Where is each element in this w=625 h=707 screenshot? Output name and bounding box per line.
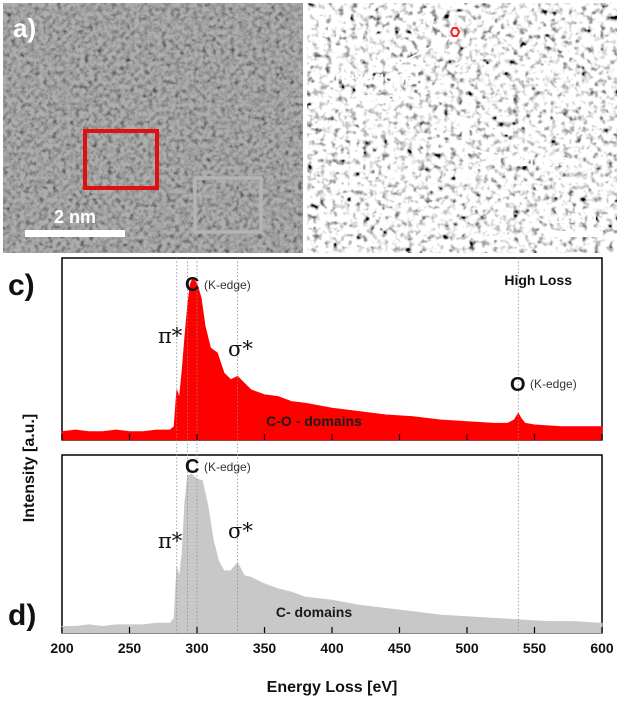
defect-arrow-3 <box>455 159 498 179</box>
y-axis-title: Intensity [a.u.] <box>21 414 38 522</box>
x-tick-label: 550 <box>523 640 547 656</box>
stem-image-a: a) 2 nm <box>3 3 303 253</box>
pi-star-label-top: π* <box>158 324 183 348</box>
sigma-star-label-bottom: σ* <box>228 519 253 543</box>
x-tick-label: 200 <box>50 640 74 656</box>
x-tick-label: 450 <box>388 640 412 656</box>
c-domains-label: C- domains <box>276 604 352 620</box>
sigma-star-label-top: σ* <box>228 337 253 361</box>
stem-image-panel-a: a) 2 nm <box>3 3 303 253</box>
hexagon-marker <box>449 27 461 37</box>
defect-arrow-1 <box>455 114 498 154</box>
defects-label: defects <box>509 151 569 170</box>
x-tick-label: 400 <box>320 640 344 656</box>
eels-spectra: 200 250 300 350 400 450 500 550 600 c) High Loss… <box>0 255 625 702</box>
panel-d-label: d) <box>8 599 36 632</box>
hrtem-image-panel-b: b) hexagonal lattice defects 1 nm <box>307 3 617 253</box>
hrtem-image-b: b) hexagonal lattice defects 1 nm <box>307 3 617 253</box>
pi-star-label-bottom: π* <box>158 529 183 553</box>
c-edge-letter-bottom: C <box>185 456 199 478</box>
c-edge-sub-top: (K-edge) <box>204 278 251 292</box>
eels-spectra-chart: 200 250 300 350 400 450 500 550 600 c) High Loss… <box>8 257 614 696</box>
panel-b-label: b) <box>317 13 342 43</box>
lattice-label-line2: lattice <box>346 89 395 108</box>
lattice-label-line1: hexagonal <box>335 68 419 87</box>
panel-c-label: c) <box>8 269 35 302</box>
scale-bar-a-label: 2 nm <box>54 207 96 227</box>
c-edge-sub-bottom: (K-edge) <box>204 460 251 474</box>
scale-bar-b-label: 1 nm <box>555 207 597 227</box>
scale-bar-b <box>550 231 603 237</box>
o-edge-sub: (K-edge) <box>530 377 577 391</box>
o-edge-letter: O <box>510 374 526 396</box>
x-tick-label: 500 <box>455 640 479 656</box>
scale-bar-a <box>25 230 125 237</box>
lattice-arrow <box>396 37 450 66</box>
high-loss-label: High Loss <box>504 272 572 288</box>
x-tick-label: 300 <box>185 640 209 656</box>
panel-a-label: a) <box>13 13 36 43</box>
gray-region-of-interest <box>193 176 263 234</box>
c-edge-letter-top: C <box>185 274 199 296</box>
x-tick-label: 600 <box>590 640 614 656</box>
red-region-of-interest <box>83 129 159 190</box>
x-tick-label: 350 <box>253 640 277 656</box>
x-tick-label: 250 <box>118 640 142 656</box>
x-axis-title: Energy Loss [eV] <box>267 679 398 696</box>
defect-arrow-2 <box>448 139 498 157</box>
co-domains-label: C-O - domains <box>266 413 362 429</box>
